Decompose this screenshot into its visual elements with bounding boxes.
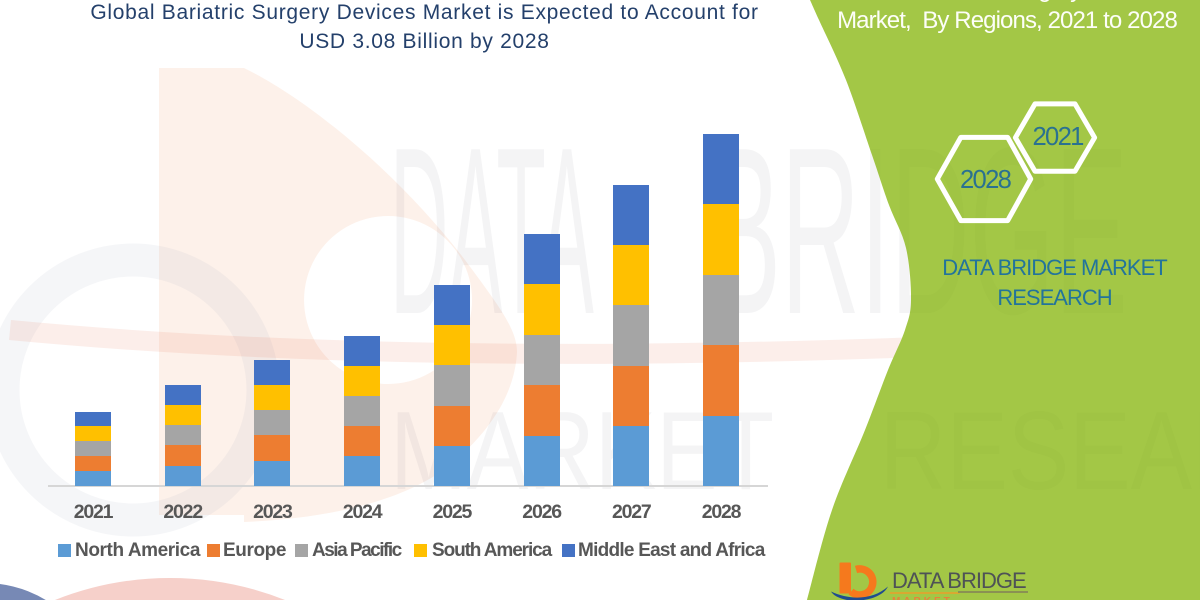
svg-text:RESEARCH: RESEARCH [880, 389, 1200, 513]
svg-text:DATA: DATA [390, 97, 594, 363]
svg-text:DATA: DATA [390, 97, 594, 363]
svg-text:MARKET: MARKET [390, 389, 774, 513]
